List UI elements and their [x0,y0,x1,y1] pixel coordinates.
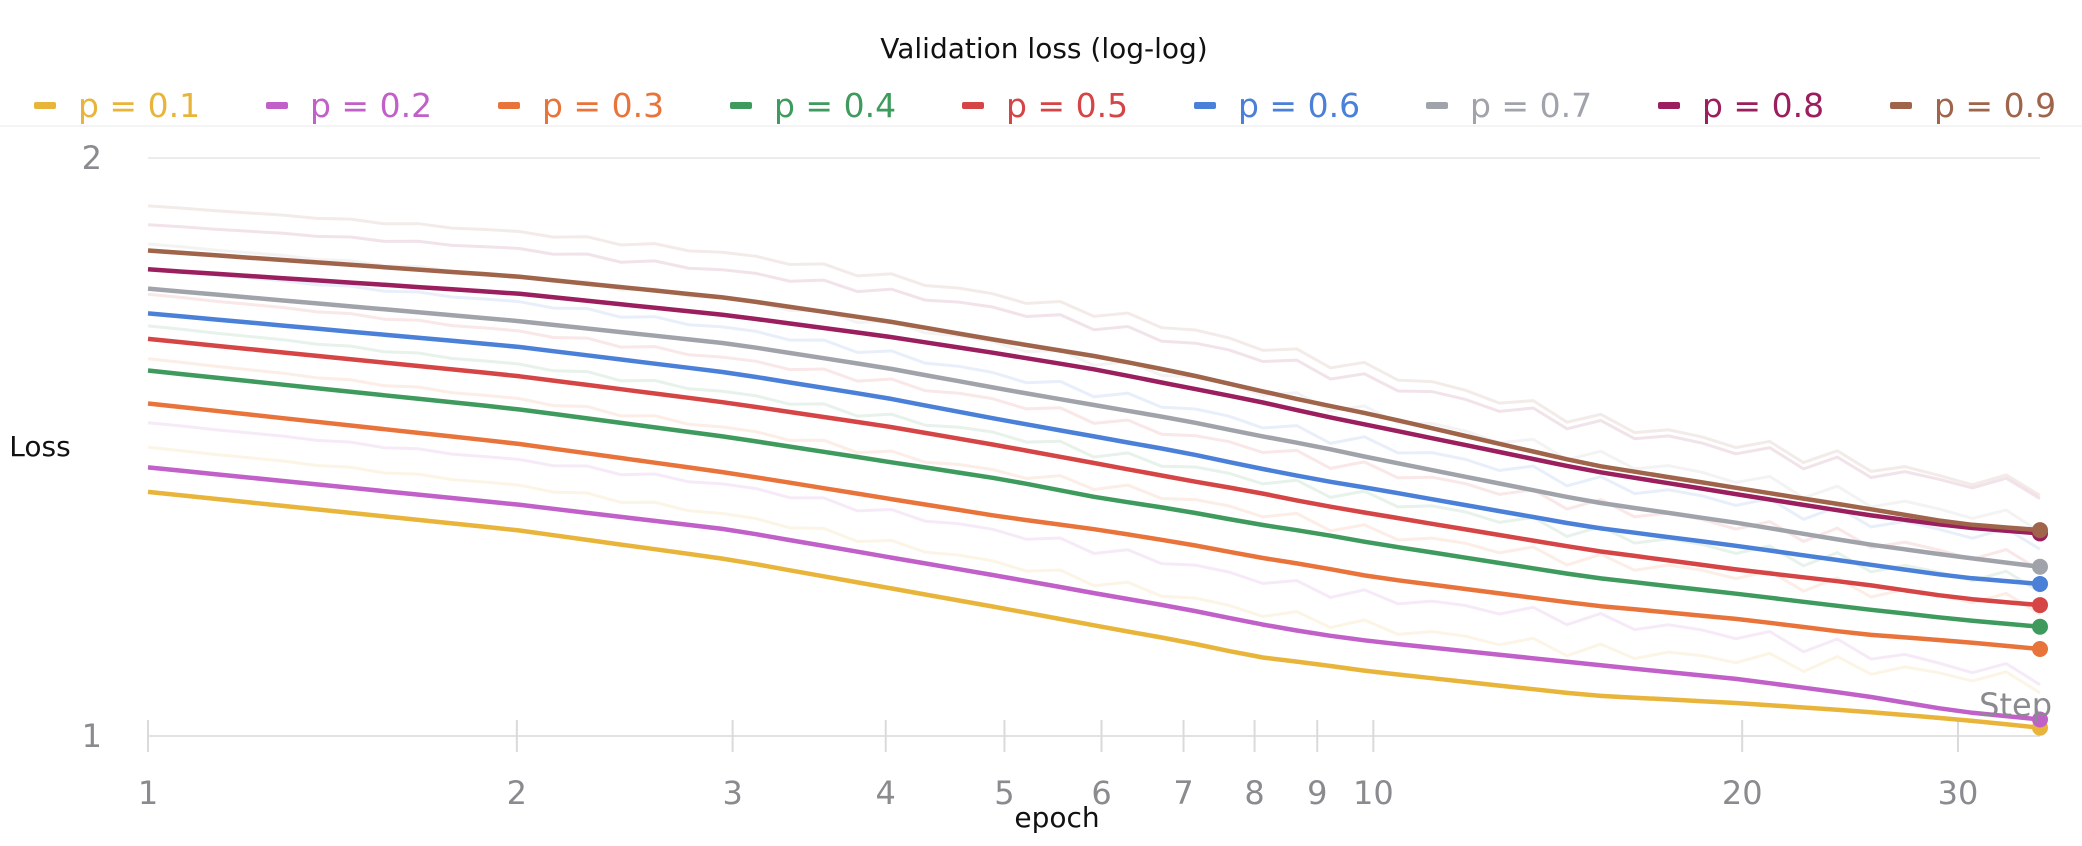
x-tick-label: 2 [507,774,527,812]
legend-label-2: p = 0.2 [310,86,432,125]
legend-swatch-3 [498,102,520,109]
x-tick-label: 20 [1722,774,1763,812]
legend-swatch-7 [1426,102,1448,109]
x-tick-label: 7 [1173,774,1193,812]
series-endpoint-6 [2032,575,2048,592]
x-tick-label: 10 [1353,774,1394,812]
x-tick-label: 9 [1307,774,1327,812]
ghost-line-5 [147,292,2041,572]
grid [148,157,2040,737]
x-tick-label: 4 [876,774,896,812]
series-endpoints [2032,522,2048,736]
legend-label-9: p = 0.9 [1934,86,2056,125]
legend-swatch-9 [1890,102,1912,109]
ghost-line-4 [147,324,2041,594]
x-tick-label: 5 [994,774,1014,812]
legend-label-5: p = 0.5 [1006,86,1128,125]
ghost-line-6 [147,267,2041,551]
legend-label-7: p = 0.7 [1470,86,1592,125]
ghost-line-3 [147,357,2041,616]
series-endpoint-2 [2032,711,2048,728]
series-endpoint-5 [2032,597,2048,614]
x-axis: 1 2 3 4 5 6 7 8 9 10 20 30 [138,720,1979,812]
series-lines [147,248,2041,730]
x-tick-label: 30 [1938,774,1979,812]
series-endpoint-4 [2032,618,2048,635]
step-annotation: Step [1979,686,2052,724]
legend-label-1: p = 0.1 [78,86,200,125]
series-line-1 [147,489,2041,730]
x-tick-label: 3 [722,774,742,812]
x-tick-label: 1 [138,774,158,812]
legend-swatch-4 [730,102,752,109]
x-axis-label: epoch [1014,801,1099,834]
x-tick-label: 8 [1244,774,1264,812]
legend-swatch-1 [34,102,56,109]
series-endpoint-7 [2032,558,2048,575]
series-endpoint-9 [2032,522,2048,539]
legend-label-4: p = 0.4 [774,86,896,125]
legend-label-8: p = 0.8 [1702,86,1824,125]
series-line-6 [147,311,2041,587]
y-axis: 12 [82,139,102,755]
x-tick-label: 6 [1091,774,1111,812]
legend-swatch-5 [962,102,984,109]
series-line-8 [147,267,2041,536]
legend-swatch-6 [1194,102,1216,109]
y-tick-label: 2 [82,139,102,177]
legend-swatch-8 [1658,102,1680,109]
series-line-9 [147,248,2041,533]
ghost-line-9 [147,204,2041,497]
chart-title: Validation loss (log-log) [880,32,1207,65]
series-endpoint-3 [2032,640,2048,657]
series-line-5 [147,336,2041,608]
ghost-line-2 [147,421,2041,686]
y-axis-label: Loss [9,430,70,463]
legend-label-3: p = 0.3 [542,86,664,125]
legend: p = 0.1 p = 0.2 p = 0.3 p = 0.4 p = 0.5 p = 0… [34,86,2056,125]
series-line-3 [147,401,2041,652]
series-line-4 [147,368,2041,629]
legend-swatch-2 [266,102,288,109]
series-line-7 [147,286,2041,570]
ghost-line-1 [147,445,2041,695]
ghost-line-8 [147,223,2041,500]
legend-label-6: p = 0.6 [1238,86,1360,125]
series-line-2 [147,465,2041,722]
y-tick-label: 1 [82,717,102,755]
